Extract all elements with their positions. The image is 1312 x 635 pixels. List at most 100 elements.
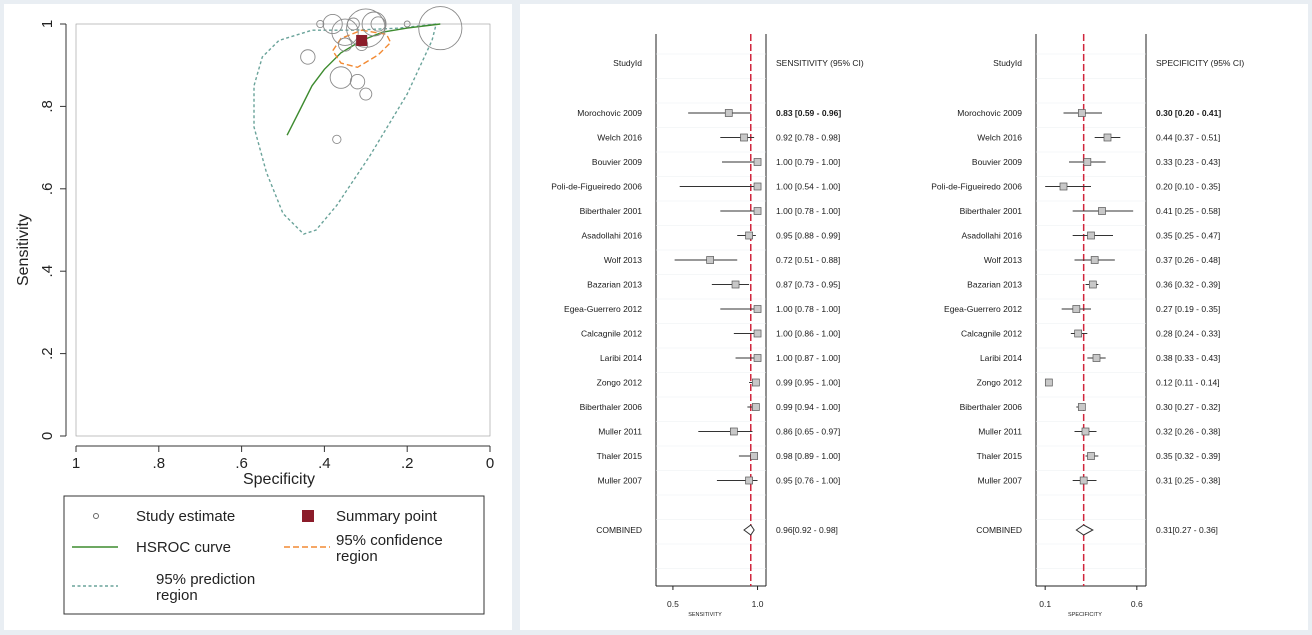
point-estimate — [1044, 378, 1053, 387]
y-tick-label: .2 — [39, 347, 56, 360]
legend-hsroc-label: HSROC curve — [136, 539, 231, 556]
point-estimate — [729, 427, 738, 436]
x-tick-label: 1.0 — [752, 599, 764, 609]
estimate-label: 0.35 [0.32 - 0.39] — [1156, 451, 1220, 461]
study-estimate — [322, 13, 343, 35]
confidence-region — [331, 29, 392, 69]
x-tick-label: .2 — [401, 455, 414, 472]
study-label: Thaler 2015 — [597, 451, 643, 461]
study-estimate — [359, 87, 373, 101]
summary-point — [356, 34, 368, 46]
x-tick-label: .6 — [235, 455, 248, 472]
point-estimate — [1088, 280, 1097, 289]
y-tick-label: .8 — [39, 100, 56, 113]
point-estimate — [753, 329, 762, 338]
estimate-label: 0.95 [0.88 - 0.99] — [776, 231, 840, 241]
study-estimate — [361, 11, 387, 37]
estimate-label: 0.99 [0.94 - 1.00] — [776, 402, 840, 412]
legend-study-label: Study estimate — [136, 508, 235, 525]
combined-label: COMBINED — [976, 525, 1022, 535]
combined-estimate-label: 0.31[0.27 - 0.36] — [1156, 525, 1218, 535]
point-estimate — [1087, 231, 1095, 240]
study-label: Bouvier 2009 — [972, 157, 1022, 167]
study-column-header: StudyId — [613, 58, 642, 68]
combined-diamond — [743, 524, 755, 536]
estimate-label: 0.92 [0.78 - 0.98] — [776, 133, 840, 143]
study-label: Laribi 2014 — [980, 353, 1022, 363]
estimate-label: 0.86 [0.65 - 0.97] — [776, 427, 840, 437]
study-estimate — [349, 74, 366, 90]
x-axis-title: SENSITIVITY — [688, 612, 722, 618]
sroc-panel: 1 .8 .6 .4 .2 0 0 .2 .4 .6 .8 1 Specificity Sensitivi… — [4, 4, 512, 630]
point-estimate — [1083, 158, 1092, 166]
x-axis-title: Specificity — [243, 471, 315, 488]
combined-estimate-label: 0.96[0.92 - 0.98] — [776, 525, 838, 535]
estimate-label: 0.12 [0.11 - 0.14] — [1156, 378, 1220, 388]
x-axis-title: SPECIFICITY — [1068, 612, 1102, 618]
point-estimate — [1059, 182, 1068, 191]
estimate-label: 0.30 [0.20 - 0.41] — [1156, 108, 1221, 118]
study-label: Morochovic 2009 — [957, 108, 1022, 118]
sroc-chart: 1 .8 .6 .4 .2 0 0 .2 .4 .6 .8 1 Specificity Sensitivi… — [15, 6, 494, 615]
point-estimate — [1081, 427, 1090, 436]
study-label: Zongo 2012 — [977, 378, 1023, 388]
point-estimate — [1079, 476, 1088, 485]
study-estimate — [370, 16, 386, 32]
estimate-label: 0.99 [0.95 - 1.00] — [776, 378, 840, 388]
x-tick-label: 1 — [72, 455, 80, 472]
study-label: Morochovic 2009 — [577, 108, 642, 118]
point-estimate — [750, 452, 759, 460]
point-estimate — [753, 305, 762, 313]
legend-summary-icon — [302, 510, 314, 522]
forest-plots: StudyId SENSITIVITY (95% CI) Morochovic 20… — [551, 34, 1244, 618]
estimate-label: 0.31 [0.25 - 0.38] — [1156, 476, 1220, 486]
study-estimate — [403, 20, 411, 28]
study-label: Muller 2011 — [598, 427, 642, 437]
estimate-label: 0.37 [0.26 - 0.48] — [1156, 255, 1220, 265]
combined-diamond — [1075, 524, 1094, 536]
x-tick-label: 0 — [486, 455, 494, 472]
point-estimate — [724, 109, 733, 117]
point-estimate — [753, 354, 762, 362]
forest-panel: StudyId SENSITIVITY (95% CI) Morochovic 20… — [520, 4, 1308, 630]
point-estimate — [1077, 109, 1086, 117]
x-tick-label: .8 — [153, 455, 166, 472]
study-label: Asadollahi 2016 — [962, 231, 1023, 241]
point-estimate — [753, 158, 762, 166]
study-label: Bazarian 2013 — [967, 280, 1022, 290]
estimate-label: 0.87 [0.73 - 0.95] — [776, 280, 840, 290]
study-label: Egea-Guerrero 2012 — [564, 304, 642, 314]
study-label: Biberthaler 2006 — [580, 402, 643, 412]
estimate-label: 1.00 [0.54 - 1.00] — [776, 182, 840, 192]
study-estimate — [418, 6, 463, 51]
study-estimate — [332, 134, 342, 145]
estimate-label: 0.38 [0.33 - 0.43] — [1156, 353, 1220, 363]
study-label: Zongo 2012 — [597, 378, 643, 388]
study-label: Poli-de-Figueiredo 2006 — [551, 182, 642, 192]
estimate-label: 0.32 [0.26 - 0.38] — [1156, 427, 1220, 437]
estimate-label: 1.00 [0.79 - 1.00] — [776, 157, 840, 167]
estimate-label: 0.30 [0.27 - 0.32] — [1156, 402, 1220, 412]
hsroc-curve — [286, 23, 441, 136]
study-column-header: StudyId — [993, 58, 1022, 68]
estimate-label: 0.20 [0.10 - 0.35] — [1156, 182, 1220, 192]
combined-label: COMBINED — [596, 525, 642, 535]
point-estimate — [1072, 305, 1081, 313]
estimate-label: 0.83 [0.59 - 0.96] — [776, 108, 841, 118]
study-label: Biberthaler 2001 — [960, 206, 1023, 216]
study-label: Wolf 2013 — [984, 255, 1022, 265]
estimate-label: 0.72 [0.51 - 0.88] — [776, 255, 840, 265]
study-estimate — [338, 37, 353, 52]
point-estimate — [1087, 452, 1095, 460]
point-estimate — [1077, 403, 1086, 411]
estimate-label: 0.98 [0.89 - 1.00] — [776, 451, 840, 461]
study-estimate — [316, 19, 325, 29]
y-tick-label: .6 — [39, 183, 56, 196]
estimate-label: 0.95 [0.76 - 1.00] — [776, 476, 840, 486]
point-estimate — [745, 231, 753, 240]
legend-conf-label: 95% confidence region — [336, 532, 443, 565]
x-tick-label: 0.6 — [1131, 599, 1143, 609]
study-label: Muller 2007 — [598, 476, 643, 486]
y-tick-label: 1 — [39, 20, 56, 28]
y-tick-label: 0 — [39, 432, 56, 440]
